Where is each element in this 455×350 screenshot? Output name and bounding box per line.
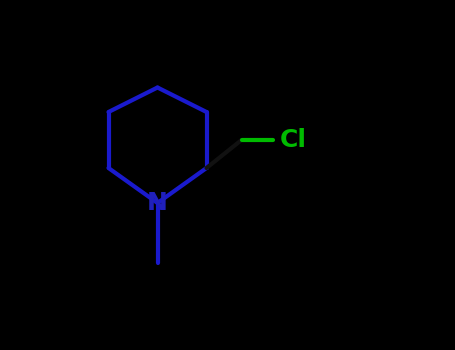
Text: N: N bbox=[147, 191, 168, 215]
Text: Cl: Cl bbox=[280, 128, 307, 152]
